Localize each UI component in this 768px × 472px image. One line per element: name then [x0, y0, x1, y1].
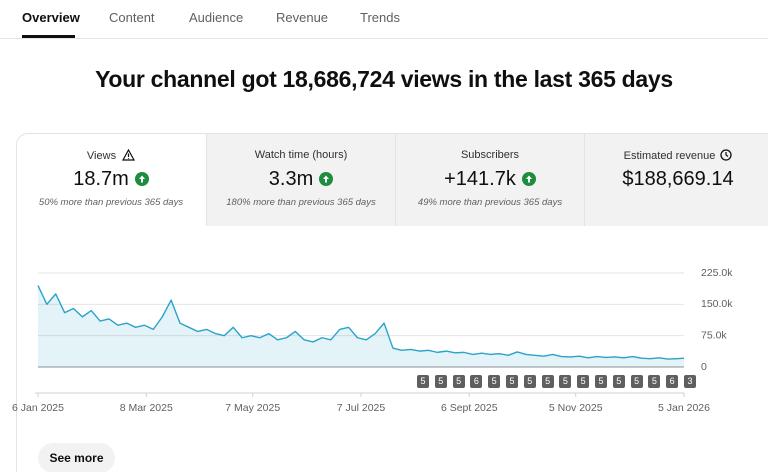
tab[interactable]: Content — [109, 10, 155, 25]
tab[interactable]: Revenue — [276, 10, 329, 25]
badge[interactable]: 5 — [630, 375, 643, 388]
metric-value: $188,669.14 — [585, 168, 768, 191]
metric-label-text: Estimated revenue — [623, 150, 716, 162]
metric-value-text: $188,669.14 — [622, 168, 734, 190]
metric-note: 50% more than previous 365 days — [38, 197, 184, 208]
badge[interactable]: 5 — [559, 375, 572, 388]
clock-icon — [720, 149, 733, 161]
x-tick-label: 8 Mar 2025 — [120, 402, 173, 414]
badge[interactable]: 3 — [684, 375, 696, 388]
badge[interactable]: 5 — [577, 375, 590, 388]
up-icon — [319, 172, 334, 186]
badge[interactable]: 6 — [666, 375, 679, 388]
divider — [0, 38, 768, 39]
badge[interactable]: 5 — [523, 375, 536, 388]
x-tick-label: 5 Nov 2025 — [549, 402, 603, 414]
metric-label: Views — [17, 148, 205, 162]
card — [16, 133, 768, 472]
metric-tile[interactable]: Estimated revenue $188,669.14 — [584, 134, 768, 226]
y-tick-label: 225.0k — [701, 267, 733, 279]
y-tick-label: 75.0k — [701, 329, 727, 341]
metric-value: 3.3m — [207, 168, 395, 191]
metric-tile[interactable]: Watch time (hours) 3.3m 180% more than pre… — [206, 134, 395, 226]
badge[interactable]: 5 — [506, 375, 518, 388]
see-more-button[interactable]: See more — [38, 443, 115, 472]
metric-note: 180% more than previous 365 days — [226, 197, 376, 208]
badge[interactable]: 5 — [595, 375, 607, 388]
x-tick-label: 6 Sept 2025 — [441, 402, 498, 414]
metric-value-text: +141.7k — [444, 168, 516, 190]
metric-note: 49% more than previous 365 days — [417, 197, 563, 208]
x-tick-label: 6 Jan 2025 — [12, 402, 64, 414]
metric-label: Estimated revenue — [585, 149, 768, 162]
badge[interactable]: 5 — [417, 375, 429, 388]
tab[interactable]: Trends — [360, 10, 400, 25]
badge[interactable]: 5 — [452, 375, 465, 388]
badge[interactable]: 6 — [470, 375, 483, 388]
metric-label-text: Watch time (hours) — [254, 149, 348, 161]
badge[interactable]: 5 — [434, 375, 447, 388]
metric-label: Watch time (hours) — [207, 149, 395, 161]
metric-label-text: Subscribers — [460, 149, 520, 161]
metric-tile[interactable]: Views 18.7m 50% more than previous 365 day… — [17, 134, 205, 226]
badge[interactable]: 5 — [612, 375, 625, 388]
up-icon — [521, 172, 536, 186]
line — [37, 285, 685, 360]
metric-tile[interactable]: Subscribers +141.7k 49% more than previous… — [395, 134, 584, 226]
headline: Your channel got 18,686,724 views in the… — [95, 66, 673, 92]
metric-label: Subscribers — [396, 149, 584, 161]
badge[interactable]: 5 — [648, 375, 661, 388]
metric-value-text: 3.3m — [268, 168, 314, 190]
x-tick-label: 5 Jan 2026 — [658, 402, 710, 414]
metric-value: +141.7k — [396, 168, 584, 191]
badge[interactable]: 5 — [541, 375, 554, 388]
up-icon — [134, 172, 149, 186]
x-tick-label: 7 Jul 2025 — [337, 402, 386, 414]
tab[interactable]: Audience — [189, 10, 244, 25]
tab[interactable]: Overview — [22, 10, 80, 25]
warning-icon — [122, 148, 136, 161]
tab-indicator — [22, 35, 75, 38]
y-tick-label: 150.0k — [701, 298, 733, 310]
metric-label-text: Views — [86, 150, 117, 162]
y-tick-label: 0 — [701, 361, 707, 373]
x-tick-label: 7 May 2025 — [225, 402, 280, 414]
metric-value: 18.7m — [17, 168, 205, 191]
area — [38, 285, 684, 367]
metric-value-text: 18.7m — [73, 168, 129, 190]
badge[interactable]: 5 — [488, 375, 501, 388]
